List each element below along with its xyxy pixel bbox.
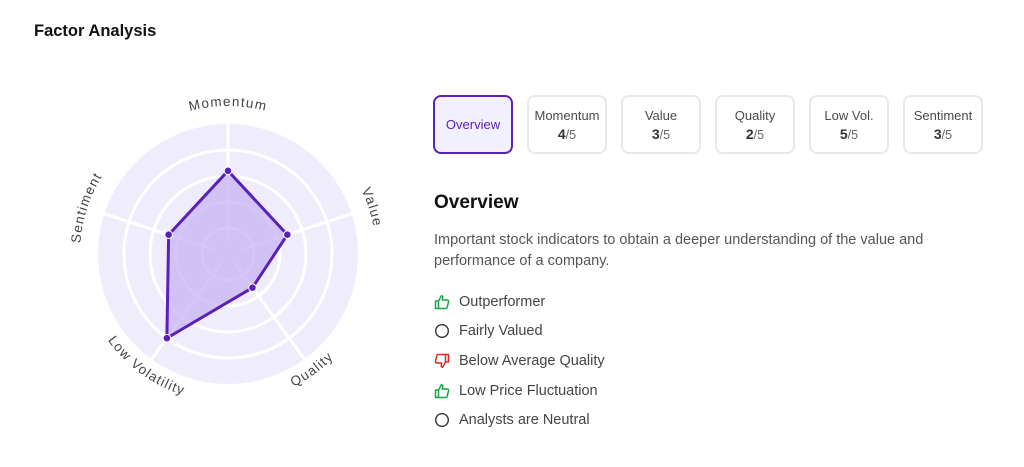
tab-score: 4/5	[557, 125, 577, 142]
radar-data-point	[223, 166, 233, 176]
circle-icon	[434, 323, 450, 339]
tab-label: Low Vol.	[824, 107, 874, 123]
tab-label: Value	[644, 107, 678, 123]
list-item-text: Fairly Valued	[459, 323, 543, 340]
tab-label: Sentiment	[913, 107, 973, 123]
tab-label: Quality	[734, 107, 776, 123]
tab-quality[interactable]: Quality 2/5	[715, 95, 795, 154]
tab-sentiment[interactable]: Sentiment 3/5	[903, 95, 983, 154]
tab-momentum[interactable]: Momentum 4/5	[527, 95, 607, 154]
section-title: Overview	[434, 192, 519, 213]
tab-label: Momentum	[534, 107, 600, 123]
section-description: Important stock indicators to obtain a d…	[434, 232, 924, 269]
radar-data-point	[283, 230, 292, 240]
list-item: Analysts are Neutral	[434, 405, 605, 435]
indicator-list: Outperformer Fairly Valued Below Average…	[434, 287, 605, 435]
tab-score: 5/5	[839, 125, 859, 142]
factor-tabs: Overview Momentum 4/5 Value 3/5 Quality …	[433, 95, 983, 154]
list-item: Below Average Quality	[434, 346, 605, 376]
thumbs-up-icon	[434, 294, 450, 310]
radar-axis-label: Value	[359, 185, 386, 228]
radar-data-point	[248, 283, 257, 292]
list-item-text: Outperformer	[459, 293, 546, 310]
list-item: Low Price Fluctuation	[434, 376, 605, 406]
tab-score: 2/5	[745, 125, 765, 142]
list-item: Fairly Valued	[434, 317, 605, 347]
thumbs-down-icon	[434, 353, 450, 369]
circle-icon	[434, 412, 450, 428]
list-item-text: Low Price Fluctuation	[459, 382, 598, 399]
tab-value[interactable]: Value 3/5	[621, 95, 701, 154]
list-item-text: Below Average Quality	[459, 352, 605, 369]
tab-overview[interactable]: Overview	[433, 95, 513, 154]
radar-data-point	[162, 333, 172, 343]
radar-series-area	[165, 169, 289, 340]
page-title: Factor Analysis	[34, 22, 157, 40]
radar-axis-label: Momentum	[187, 94, 269, 114]
tab-score: 3/5	[933, 125, 953, 142]
list-item-text: Analysts are Neutral	[459, 412, 590, 429]
tab-low-vol[interactable]: Low Vol. 5/5	[809, 95, 889, 154]
list-item: Outperformer	[434, 287, 605, 317]
radar-axis-label: Sentiment	[68, 170, 105, 244]
radar-data-point	[164, 230, 173, 240]
thumbs-up-icon	[434, 383, 450, 399]
tab-score: 3/5	[651, 125, 671, 142]
tab-label: Overview	[445, 117, 501, 132]
